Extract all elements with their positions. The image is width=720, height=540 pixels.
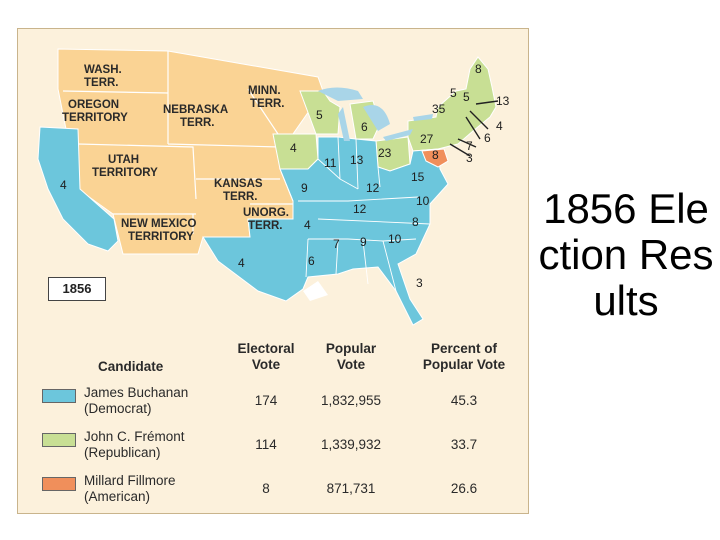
table-row-buchanan: James Buchanan (Democrat) 174 1,832,955 … — [36, 385, 524, 429]
ev-florida: 3 — [416, 276, 423, 290]
ev-california: 4 — [60, 178, 67, 192]
header-percent: Percent of Popular Vote — [422, 341, 506, 372]
ev-arkansas: 4 — [304, 218, 311, 232]
election-map: WASH. TERR. OREGON TERRITORY MINN. TERR.… — [37, 48, 510, 326]
ev-missouri: 9 — [301, 181, 308, 195]
slide-title: 1856 Election Results — [538, 185, 714, 324]
table-header: Candidate Electoral Vote Popular Vote Pe… — [36, 337, 524, 385]
percent-value: 45.3 — [450, 393, 478, 408]
leader-lines — [449, 100, 499, 157]
svg-text:TERR.: TERR. — [223, 191, 258, 203]
svg-text:TERR.: TERR. — [84, 77, 119, 89]
svg-text:OREGON: OREGON — [68, 99, 119, 111]
ev-connecticut: 6 — [484, 131, 491, 145]
ev-alabama: 9 — [360, 235, 367, 249]
header-popular: Popular Vote — [325, 341, 377, 372]
svg-text:WASH.: WASH. — [84, 64, 122, 76]
svg-text:MINN.: MINN. — [248, 85, 281, 97]
svg-text:TERRITORY: TERRITORY — [128, 231, 194, 243]
ev-kentucky: 12 — [366, 181, 380, 195]
table-row-fremont: John C. Frémont (Republican) 114 1,339,9… — [36, 429, 524, 473]
ev-louisiana: 6 — [308, 254, 315, 268]
svg-text:NEBRASKA: NEBRASKA — [163, 104, 228, 116]
svg-text:NEW MEXICO: NEW MEXICO — [121, 218, 196, 230]
electoral-value: 114 — [255, 437, 277, 452]
ev-indiana: 13 — [350, 153, 364, 167]
ev-maryland: 8 — [432, 148, 439, 162]
ev-michigan: 6 — [361, 120, 368, 134]
territory-labels: WASH. TERR. OREGON TERRITORY MINN. TERR.… — [62, 64, 289, 243]
svg-text:TERR.: TERR. — [248, 220, 283, 232]
svg-text:TERR.: TERR. — [250, 98, 285, 110]
map-frame: WASH. TERR. OREGON TERRITORY MINN. TERR.… — [17, 28, 529, 514]
table-row-fillmore: Millard Fillmore (American) 8 871,731 26… — [36, 473, 524, 517]
popular-value: 871,731 — [326, 481, 376, 496]
ev-pennsylvania: 27 — [420, 132, 434, 146]
swatch-american — [42, 477, 76, 491]
great-lakes — [318, 87, 433, 141]
ev-illinois: 11 — [324, 156, 337, 170]
ev-wisconsin: 5 — [316, 108, 323, 122]
ev-vermont: 5 — [450, 86, 457, 100]
header-electoral: Electoral Vote — [237, 341, 295, 372]
state-maryland — [421, 148, 449, 168]
header-candidate: Candidate — [98, 359, 164, 374]
electoral-value: 8 — [262, 481, 270, 496]
ev-rhode-island: 4 — [496, 119, 503, 133]
ev-new-hampshire: 5 — [463, 90, 470, 104]
ev-north-carolina: 10 — [416, 194, 430, 208]
year-label: 1856 — [48, 277, 106, 301]
percent-value: 26.6 — [450, 481, 478, 496]
electoral-vote-labels: 4 4 4 5 6 11 13 23 27 8 3 7 35 5 5 8 13 … — [60, 62, 510, 290]
state-california — [37, 126, 119, 252]
ev-tennessee: 12 — [353, 202, 367, 216]
ev-iowa: 4 — [290, 141, 297, 155]
ev-mississippi: 7 — [333, 237, 340, 251]
swatch-democrat — [42, 389, 76, 403]
candidate-name: John C. Frémont (Republican) — [84, 429, 185, 460]
popular-value: 1,339,932 — [320, 437, 382, 452]
swatch-republican — [42, 433, 76, 447]
ev-georgia: 10 — [388, 232, 402, 246]
candidate-name: James Buchanan (Democrat) — [84, 385, 189, 416]
popular-value: 1,832,955 — [320, 393, 382, 408]
ev-ohio: 23 — [378, 146, 392, 160]
svg-text:KANSAS: KANSAS — [214, 178, 263, 190]
ev-texas: 4 — [238, 256, 245, 270]
svg-text:TERR.: TERR. — [180, 117, 215, 129]
democrat-south — [202, 136, 449, 326]
ev-massachusetts: 13 — [496, 94, 510, 108]
ev-maine: 8 — [475, 62, 482, 76]
candidate-name: Millard Fillmore (American) — [84, 473, 176, 504]
ev-new-york: 35 — [432, 102, 446, 116]
gulf-water — [303, 281, 328, 301]
results-table: Candidate Electoral Vote Popular Vote Pe… — [36, 337, 524, 517]
svg-text:UNORG.: UNORG. — [243, 207, 289, 219]
svg-text:UTAH: UTAH — [108, 154, 139, 166]
state-borders — [279, 136, 431, 292]
percent-value: 33.7 — [450, 437, 478, 452]
electoral-value: 174 — [254, 393, 278, 408]
ev-new-jersey: 7 — [466, 139, 473, 153]
svg-text:TERRITORY: TERRITORY — [92, 167, 158, 179]
svg-text:TERRITORY: TERRITORY — [62, 112, 128, 124]
ev-delaware: 3 — [466, 151, 473, 165]
ev-virginia: 15 — [411, 170, 425, 184]
ev-south-carolina: 8 — [412, 215, 419, 229]
